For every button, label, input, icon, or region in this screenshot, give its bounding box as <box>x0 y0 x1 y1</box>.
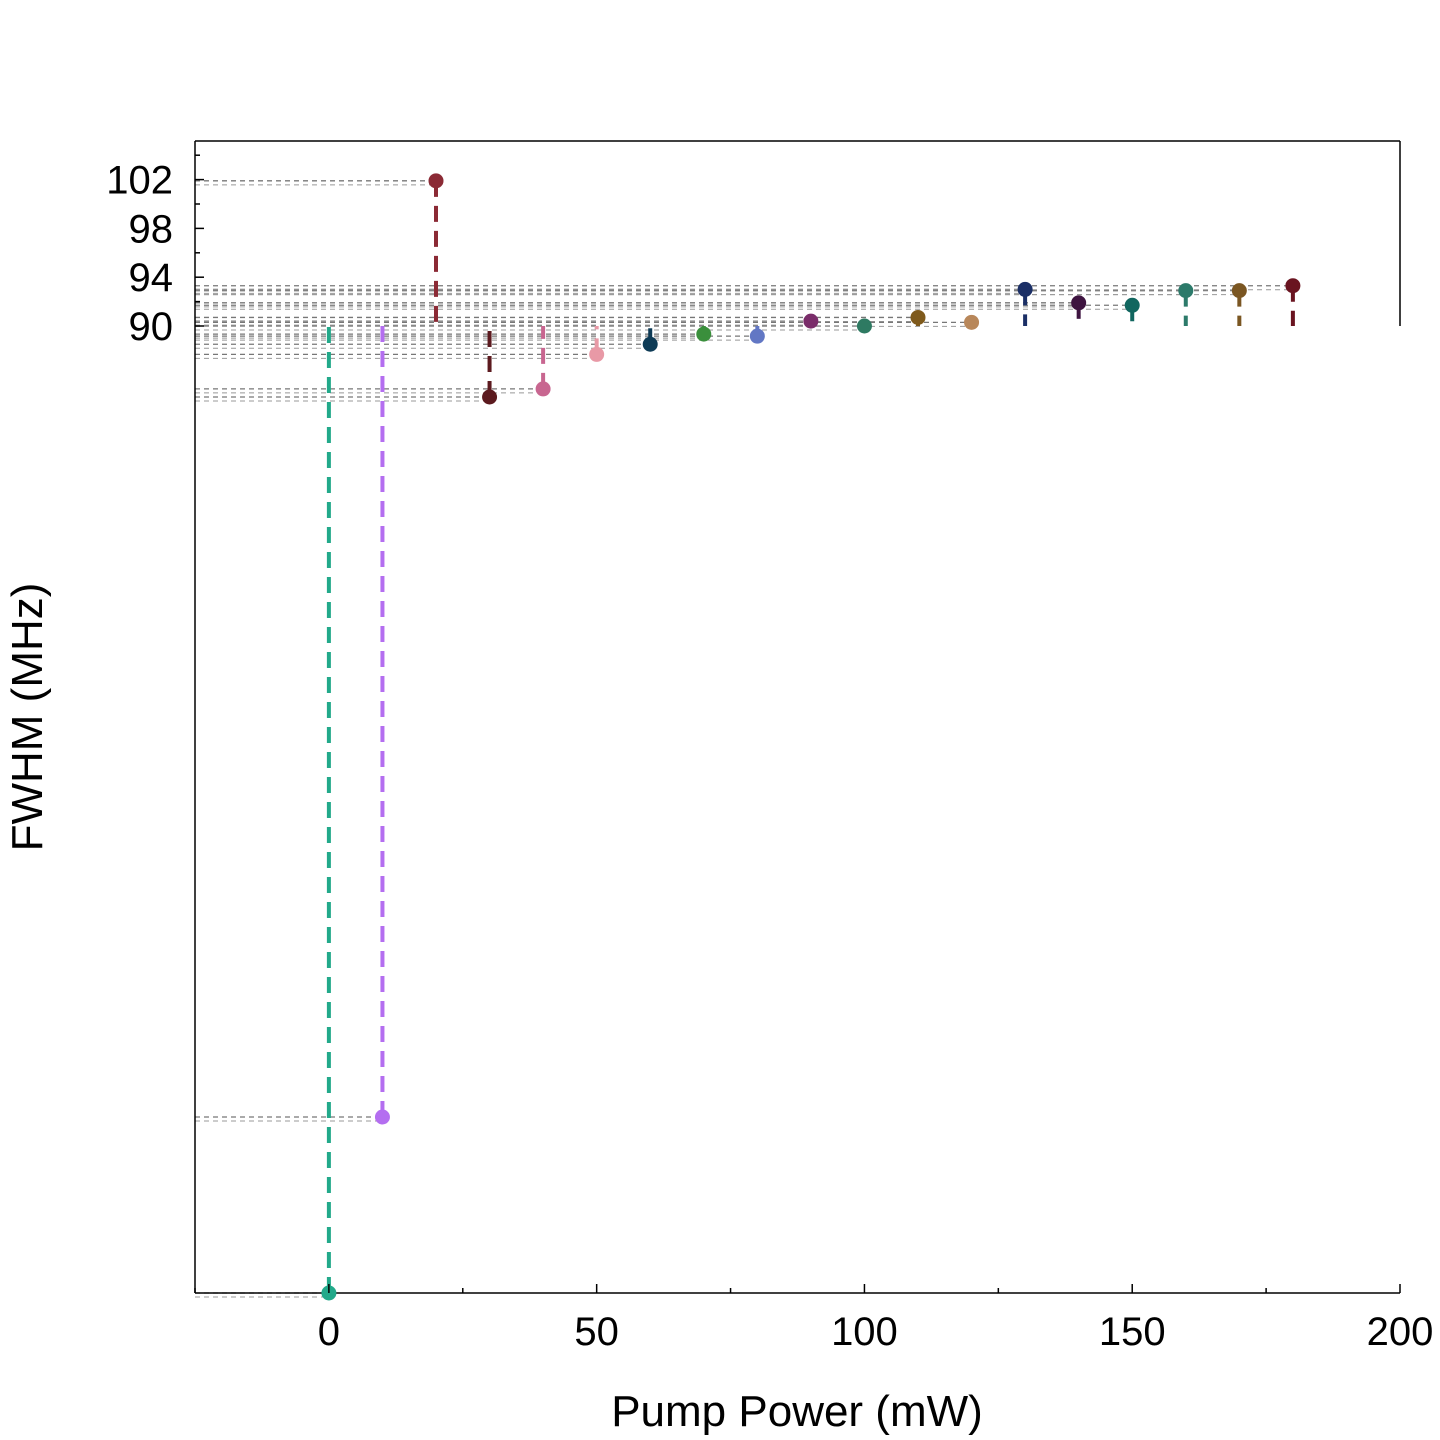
x-axis-title: Pump Power (mW) <box>611 1387 983 1436</box>
y-tick-label-90: 90 <box>129 305 174 349</box>
x-tick-label-150: 150 <box>1099 1310 1166 1354</box>
y-tick-label-98: 98 <box>129 207 174 251</box>
x-tick-label-50: 50 <box>574 1310 619 1354</box>
data-point-13 <box>1017 281 1033 297</box>
data-point-7 <box>696 326 712 342</box>
data-point-11 <box>910 309 926 325</box>
data-point-18 <box>1285 278 1301 294</box>
data-point-16 <box>1178 283 1194 299</box>
data-point-5 <box>589 346 605 362</box>
x-tick-label-100: 100 <box>831 1310 898 1354</box>
data-point-9 <box>803 313 819 329</box>
data-point-2 <box>428 173 444 189</box>
data-point-17 <box>1231 283 1247 299</box>
data-point-1 <box>374 1109 390 1125</box>
horizontal-guide-lines <box>195 180 1293 1298</box>
data-point-15 <box>1124 297 1140 313</box>
data-points <box>321 173 1301 1301</box>
data-point-10 <box>856 318 872 334</box>
x-tick-label-0: 0 <box>318 1310 340 1354</box>
data-point-12 <box>964 314 980 330</box>
x-tick-label-200: 200 <box>1367 1310 1434 1354</box>
y-tick-label-102: 102 <box>106 159 173 203</box>
x-axis-ticks: 0 50 100 150 200 <box>194 1284 1434 1354</box>
data-point-8 <box>749 328 765 344</box>
data-point-14 <box>1071 295 1087 311</box>
data-point-6 <box>642 336 658 352</box>
data-point-3 <box>482 389 498 405</box>
axes-frame <box>194 140 1401 1294</box>
data-point-4 <box>535 381 551 397</box>
y-axis-title: FWHM (MHz) <box>3 583 52 852</box>
dashed-stems <box>326 180 1295 1293</box>
y-tick-label-94: 94 <box>129 256 174 300</box>
